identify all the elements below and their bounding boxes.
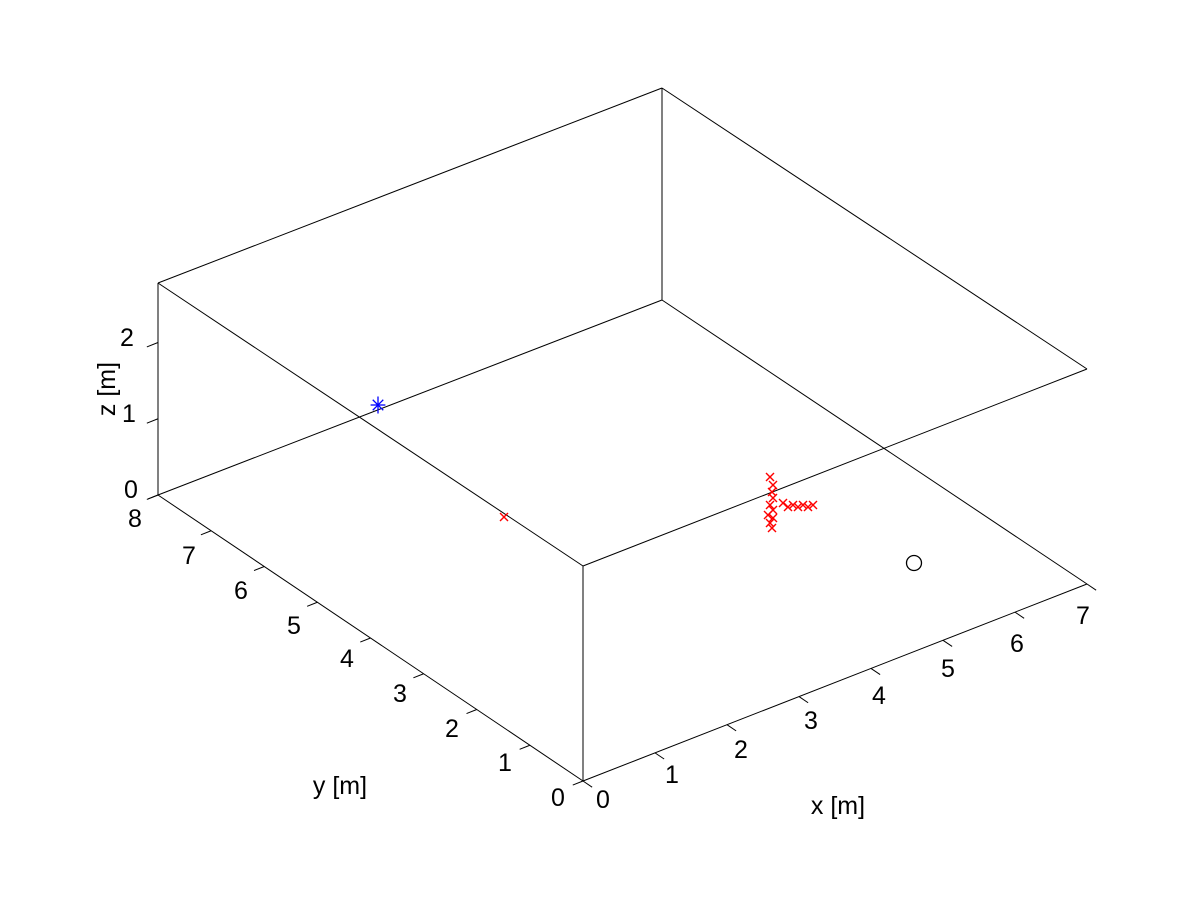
- z-axis-tick: [146, 418, 159, 424]
- y-axis-tick: [306, 601, 318, 607]
- red-x-markers: [763, 510, 773, 520]
- red-x-markers: [768, 480, 778, 490]
- box-edge: [157, 282, 584, 567]
- z-axis-label: z [m]: [93, 362, 121, 416]
- x-axis-label: x [m]: [811, 792, 865, 820]
- box-edge: [582, 583, 1088, 782]
- y-axis-tick-label: 3: [393, 680, 407, 708]
- x-axis-tick: [870, 668, 881, 676]
- z-axis-tick: [146, 342, 159, 348]
- x-axis-tick-label: 0: [596, 786, 610, 814]
- box-edge: [157, 299, 663, 496]
- y-axis-tick: [200, 530, 212, 536]
- red-x-markers: [778, 498, 788, 508]
- black-circle-marker: [905, 554, 923, 572]
- y-axis-tick-label: 1: [498, 749, 512, 777]
- x-axis-tick: [654, 752, 665, 760]
- box-edge: [661, 87, 1088, 370]
- red-x-markers: [499, 512, 509, 522]
- red-x-markers: [765, 472, 775, 482]
- red-x-markers: [808, 500, 818, 510]
- y-axis-tick-label: 2: [445, 715, 459, 743]
- y-axis-tick-label: 6: [234, 577, 248, 605]
- x-axis-tick-label: 4: [872, 682, 886, 710]
- box-edge: [157, 87, 663, 284]
- red-x-markers: [765, 518, 775, 528]
- y-axis-tick: [572, 780, 584, 786]
- x-axis-tick: [1014, 611, 1025, 619]
- blue-asterisk-marker: [372, 399, 384, 411]
- red-x-markers: [793, 502, 803, 512]
- x-axis-tick: [726, 724, 737, 732]
- red-x-markers: [798, 500, 808, 510]
- x-axis-tick: [582, 780, 593, 788]
- x-axis-tick-label: 3: [804, 707, 818, 735]
- red-x-markers: [783, 502, 793, 512]
- red-x-markers: [768, 493, 778, 503]
- y-axis-tick: [360, 637, 371, 643]
- y-axis-tick-label: 0: [551, 784, 565, 812]
- y-axis-tick: [466, 709, 477, 715]
- red-x-markers: [767, 523, 777, 533]
- y-axis-tick: [413, 673, 424, 679]
- x-axis-tick-label: 1: [665, 761, 679, 789]
- z-axis-tick: [146, 494, 159, 500]
- x-axis-tick: [798, 696, 809, 704]
- z-axis-tick-label: 1: [122, 400, 136, 428]
- red-x-markers: [765, 500, 775, 510]
- y-axis-tick-label: 4: [340, 645, 354, 673]
- red-x-markers: [803, 502, 813, 512]
- x-axis-tick-label: 2: [734, 736, 748, 764]
- x-axis-tick: [942, 639, 953, 647]
- x-axis-tick-label: 7: [1076, 602, 1090, 630]
- y-axis-tick-label: 5: [287, 612, 301, 640]
- y-axis-label: y [m]: [313, 772, 367, 800]
- z-axis-tick-label: 2: [120, 324, 134, 352]
- box-edge: [661, 299, 1088, 585]
- y-axis-tick: [253, 566, 265, 572]
- box-edge: [582, 368, 1088, 567]
- x-axis-tick: [1086, 583, 1097, 591]
- y-axis-tick-label: 8: [128, 505, 142, 533]
- x-axis-tick-label: 6: [1010, 630, 1024, 658]
- red-x-markers: [788, 500, 798, 510]
- x-axis-tick-label: 5: [941, 655, 955, 683]
- red-x-markers: [768, 513, 778, 523]
- z-axis-tick-label: 0: [124, 476, 138, 504]
- y-axis-tick: [519, 744, 531, 750]
- y-axis-tick-label: 7: [182, 542, 196, 570]
